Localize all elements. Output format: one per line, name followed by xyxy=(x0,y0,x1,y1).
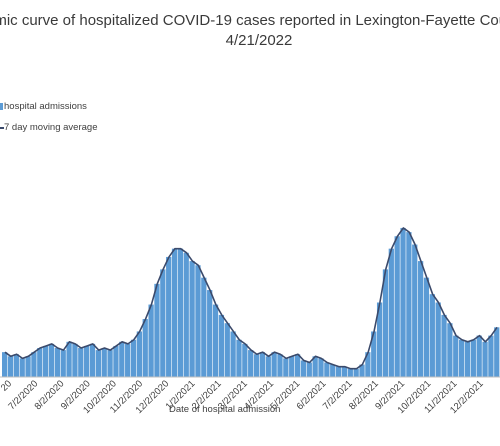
bar-38 xyxy=(224,323,230,377)
bar-27 xyxy=(160,269,166,377)
bar-18 xyxy=(107,350,113,377)
x-axis-title: Date of hospital admission xyxy=(169,404,281,415)
bar-20 xyxy=(119,341,125,377)
bar-64 xyxy=(376,302,383,377)
bar-29 xyxy=(171,248,178,377)
bar-75 xyxy=(441,314,447,377)
bar-9 xyxy=(54,348,60,377)
bar-71 xyxy=(417,261,424,377)
moving-average-line xyxy=(4,227,498,370)
bar-33 xyxy=(195,265,201,377)
bar-68 xyxy=(400,227,406,377)
bar-12 xyxy=(72,343,78,377)
bar-54 xyxy=(318,358,324,377)
bar-63 xyxy=(371,331,377,377)
bar-70 xyxy=(412,244,418,377)
bar-51 xyxy=(300,360,307,377)
bar-35 xyxy=(207,290,213,377)
bar-72 xyxy=(423,277,430,377)
bar-6 xyxy=(37,348,43,377)
bar-59 xyxy=(347,368,353,377)
bar-13 xyxy=(78,348,84,377)
bar-81 xyxy=(476,335,482,377)
bar-23 xyxy=(136,331,143,377)
bar-34 xyxy=(201,277,207,377)
bar-73 xyxy=(429,294,435,377)
bar-66 xyxy=(388,248,394,377)
bar-41 xyxy=(242,343,248,377)
bar-58 xyxy=(341,366,348,377)
bar-65 xyxy=(382,269,389,377)
bar-28 xyxy=(166,256,172,377)
bar-78 xyxy=(458,339,465,377)
bar-42 xyxy=(248,350,254,377)
bar-3 xyxy=(19,358,25,377)
bar-83 xyxy=(488,335,494,377)
bar-0 xyxy=(2,352,8,377)
bar-62 xyxy=(365,352,371,377)
bar-44 xyxy=(259,352,266,377)
bar-82 xyxy=(482,341,488,377)
bar-57 xyxy=(335,366,342,377)
bar-60 xyxy=(353,368,359,377)
bar-19 xyxy=(113,345,119,377)
legend-label-moving-average: 7 day moving average xyxy=(4,122,98,133)
bar-14 xyxy=(84,345,90,377)
bar-67 xyxy=(394,236,400,377)
legend-label-admissions: hospital admissions xyxy=(4,101,87,112)
bar-55 xyxy=(324,362,330,377)
bar-26 xyxy=(154,283,160,377)
bar-45 xyxy=(265,356,271,377)
x-tick-label-0: 20 xyxy=(0,378,14,393)
bar-50 xyxy=(294,354,301,377)
bar-77 xyxy=(453,335,459,377)
bar-76 xyxy=(447,323,453,377)
bar-69 xyxy=(406,232,412,377)
bar-8 xyxy=(48,343,55,377)
bar-31 xyxy=(183,252,189,377)
bar-22 xyxy=(130,339,137,377)
bar-84 xyxy=(494,327,500,377)
bars-group xyxy=(2,227,500,377)
bar-39 xyxy=(230,331,236,377)
bar-40 xyxy=(236,339,242,377)
chart-title: emic curve of hospitalized COVID-19 case… xyxy=(0,12,500,29)
bar-2 xyxy=(13,354,19,377)
legend-swatch-line xyxy=(0,127,4,129)
bar-56 xyxy=(330,364,336,377)
bar-11 xyxy=(66,341,72,377)
bar-53 xyxy=(312,356,318,377)
bar-43 xyxy=(253,354,260,377)
bar-37 xyxy=(218,314,225,377)
bar-47 xyxy=(277,354,283,377)
bar-46 xyxy=(271,352,277,377)
bar-25 xyxy=(148,304,154,377)
bar-5 xyxy=(31,352,37,377)
bar-79 xyxy=(464,341,471,377)
bar-16 xyxy=(95,350,101,377)
bar-1 xyxy=(7,356,14,377)
bar-74 xyxy=(435,302,441,377)
bar-80 xyxy=(470,339,476,377)
bar-10 xyxy=(60,350,66,377)
bar-32 xyxy=(189,261,195,377)
bar-52 xyxy=(306,362,312,377)
chart-subtitle: 4/21/2022 xyxy=(225,32,293,49)
legend-swatch-bars xyxy=(0,103,3,110)
bar-61 xyxy=(359,364,365,377)
bar-48 xyxy=(283,358,289,377)
legend-item-moving-average: 7 day moving average xyxy=(0,122,97,133)
bar-24 xyxy=(142,319,148,377)
bar-4 xyxy=(25,356,31,377)
x-tick-label-19: 1/ xyxy=(499,378,500,392)
bar-49 xyxy=(289,356,295,377)
legend-item-admissions: hospital admissions xyxy=(0,101,87,112)
bar-21 xyxy=(125,343,131,377)
bar-30 xyxy=(177,248,184,377)
bar-36 xyxy=(212,304,219,377)
bar-15 xyxy=(89,343,96,377)
bar-7 xyxy=(43,345,49,377)
bar-17 xyxy=(101,348,107,377)
